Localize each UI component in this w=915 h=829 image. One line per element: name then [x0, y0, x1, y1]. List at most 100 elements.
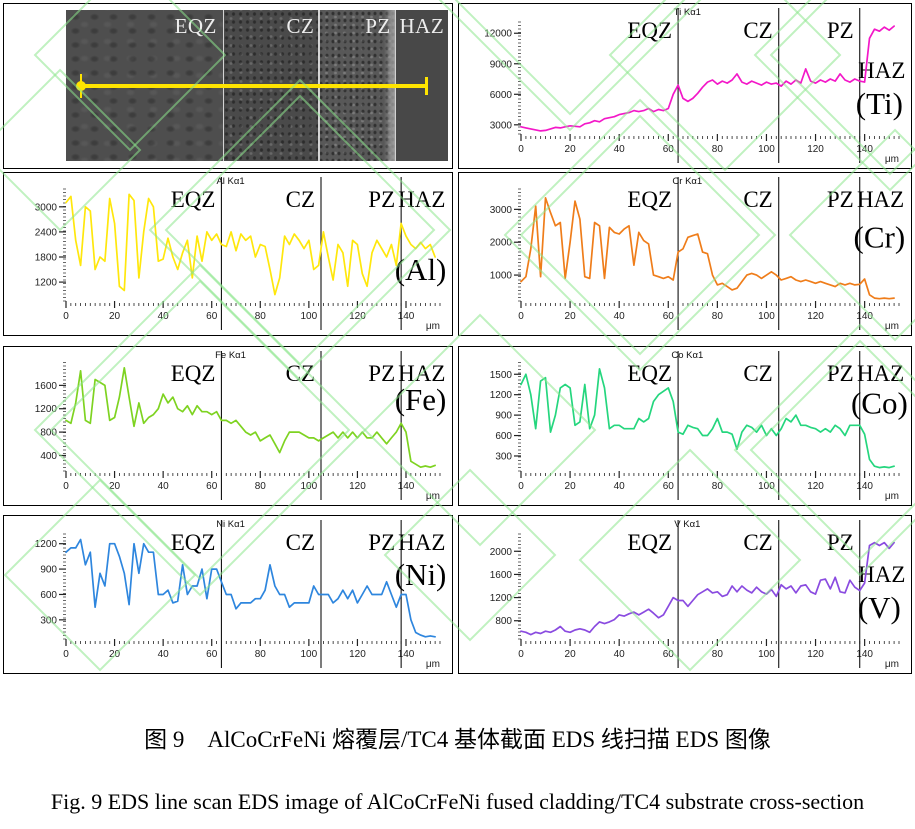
- x-axis-tick-label: 100: [758, 481, 775, 492]
- x-axis-tick-label: 40: [614, 311, 626, 322]
- y-axis-tick-label: 900: [40, 565, 57, 576]
- zone-label-cz: CZ: [743, 530, 772, 555]
- x-axis-tick-label: 20: [565, 649, 577, 660]
- y-axis-tick-label: 300: [40, 615, 57, 626]
- x-axis-tick-label: 120: [807, 144, 824, 155]
- zone-label-pz: PZ: [368, 361, 395, 386]
- sem-zone-label-cz: CZ: [286, 14, 315, 38]
- zone-label-cz: CZ: [286, 187, 315, 212]
- figure-caption-english: Fig. 9 EDS line scan EDS image of AlCoCr…: [50, 789, 865, 814]
- x-axis-tick-label: 40: [158, 649, 170, 660]
- figure-9: EQZ CZ PZ HAZ Ti Kα1 3000 6000 9000 12000 0 20…: [0, 0, 915, 674]
- zone-label-eqz: EQZ: [627, 187, 672, 212]
- x-axis-unit-label: μm: [885, 154, 899, 165]
- x-axis-tick-label: 100: [301, 311, 318, 322]
- zone-label-eqz: EQZ: [627, 530, 672, 555]
- element-label-al: (Al): [395, 252, 447, 287]
- x-axis-tick-label: 60: [663, 649, 675, 660]
- zone-label-pz: PZ: [827, 361, 854, 386]
- x-axis-tick-label: 80: [712, 649, 724, 660]
- cr-line-chart: Cr Kα1 1000 2000 3000 0 20 40 60 80 100 120 140 μm EQ…: [490, 176, 905, 332]
- y-axis-tick-label: 800: [40, 428, 57, 439]
- x-axis-tick-label: 20: [109, 481, 121, 492]
- scan-end-marker: [424, 76, 428, 95]
- x-axis-tick-label: 20: [565, 144, 577, 155]
- x-axis-tick-label: 80: [255, 481, 267, 492]
- plot-panel-ni: Ni Kα1 300 600 900 1200 0 20 40 60 80 100 120 140 μm E…: [3, 515, 453, 674]
- x-axis-tick-label: 40: [614, 144, 626, 155]
- chart-title: Ni Kα1: [216, 519, 245, 530]
- sem-image-panel: EQZ CZ PZ HAZ: [3, 3, 453, 169]
- zone-label-eqz: EQZ: [171, 361, 216, 386]
- x-axis-tick-label: 80: [255, 649, 267, 660]
- x-axis-tick-label: 80: [255, 311, 267, 322]
- element-label-fe: (Fe): [395, 382, 447, 417]
- x-axis-tick-label: 140: [398, 311, 415, 322]
- plot-panel-v: V Kα1 800 1200 1600 2000 0 20 40 60 80 100 120 140 μm…: [458, 515, 912, 674]
- element-label-v: (V): [858, 590, 901, 625]
- element-label-ti: (Ti): [856, 86, 903, 121]
- sem-zone-label-pz: PZ: [365, 14, 391, 38]
- x-axis-tick-label: 0: [63, 649, 69, 660]
- x-axis-tick-label: 80: [712, 144, 724, 155]
- x-axis-tick-label: 140: [856, 649, 873, 660]
- x-axis-tick-label: 100: [301, 481, 318, 492]
- x-axis-tick-label: 20: [109, 649, 121, 660]
- x-axis-tick-label: 100: [758, 144, 775, 155]
- y-axis-tick-label: 3000: [490, 120, 513, 131]
- y-axis-tick-label: 300: [495, 451, 512, 462]
- y-axis-tick-label: 12000: [484, 29, 512, 40]
- x-axis-tick-label: 120: [807, 481, 824, 492]
- x-axis-tick-label: 20: [109, 311, 121, 322]
- y-axis-tick-label: 2400: [35, 227, 58, 238]
- x-axis-tick-label: 0: [63, 481, 69, 492]
- y-axis-tick-label: 1200: [490, 593, 513, 604]
- x-axis-tick-label: 40: [614, 649, 626, 660]
- zone-label-haz: HAZ: [857, 187, 904, 212]
- y-axis-tick-label: 6000: [490, 90, 513, 101]
- v-data-line: [520, 541, 895, 636]
- y-axis-tick-label: 1600: [35, 381, 58, 392]
- sem-zone-label-haz: HAZ: [399, 14, 445, 38]
- figure-caption-chinese: 图 9 AlCoCrFeNi 熔覆层/TC4 基体截面 EDS 线扫描 EDS …: [144, 727, 771, 752]
- x-axis-unit-label: μm: [426, 491, 440, 502]
- y-axis-tick-label: 1200: [35, 539, 58, 550]
- y-axis-tick-label: 800: [495, 616, 512, 627]
- x-axis-tick-label: 80: [712, 311, 724, 322]
- plot-panel-fe: Fe Kα1 400 800 1200 1600 0 20 40 60 80 100 120 140 μm…: [3, 346, 453, 506]
- x-axis-tick-label: 60: [206, 649, 218, 660]
- zone-label-eqz: EQZ: [171, 187, 216, 212]
- zone-label-pz: PZ: [368, 187, 395, 212]
- x-axis-unit-label: μm: [885, 659, 899, 670]
- zone-label-eqz: EQZ: [627, 18, 672, 43]
- y-axis-tick-label: 1800: [35, 253, 58, 264]
- y-axis-tick-label: 1000: [490, 271, 513, 282]
- zone-label-pz: PZ: [368, 530, 395, 555]
- x-axis-tick-label: 80: [712, 481, 724, 492]
- element-label-ni: (Ni): [395, 557, 447, 592]
- x-axis-tick-label: 120: [807, 311, 824, 322]
- x-axis-tick-label: 140: [856, 481, 873, 492]
- zone-label-cz: CZ: [743, 361, 772, 386]
- zone-label-haz: HAZ: [398, 530, 445, 555]
- zone-label-haz: HAZ: [398, 187, 445, 212]
- x-axis-tick-label: 140: [856, 311, 873, 322]
- zone-label-haz: HAZ: [857, 361, 904, 386]
- x-axis-tick-label: 0: [63, 311, 69, 322]
- zone-label-eqz: EQZ: [171, 530, 216, 555]
- x-axis-tick-label: 60: [206, 311, 218, 322]
- x-axis-tick-label: 60: [663, 144, 675, 155]
- sem-micrograph: EQZ CZ PZ HAZ: [66, 10, 448, 161]
- x-axis-tick-label: 0: [518, 481, 524, 492]
- ni-line-chart: Ni Kα1 300 600 900 1200 0 20 40 60 80 100 120 140 μm E…: [35, 519, 447, 670]
- x-axis-tick-label: 20: [565, 481, 577, 492]
- eds-scan-line-bar: [79, 83, 427, 88]
- zone-label-pz: PZ: [827, 18, 854, 43]
- al-line-chart: Al Kα1 1200 1800 2400 3000 0 20 40 60 80 100 120 140…: [35, 176, 447, 332]
- zone-label-pz: PZ: [827, 187, 854, 212]
- y-axis-tick-label: 600: [495, 431, 512, 442]
- plot-panel-co: Co Kα1 300 600 900 1200 1500 0 20 40 60 80 100 120 14…: [458, 346, 912, 506]
- zone-label-cz: CZ: [286, 361, 315, 386]
